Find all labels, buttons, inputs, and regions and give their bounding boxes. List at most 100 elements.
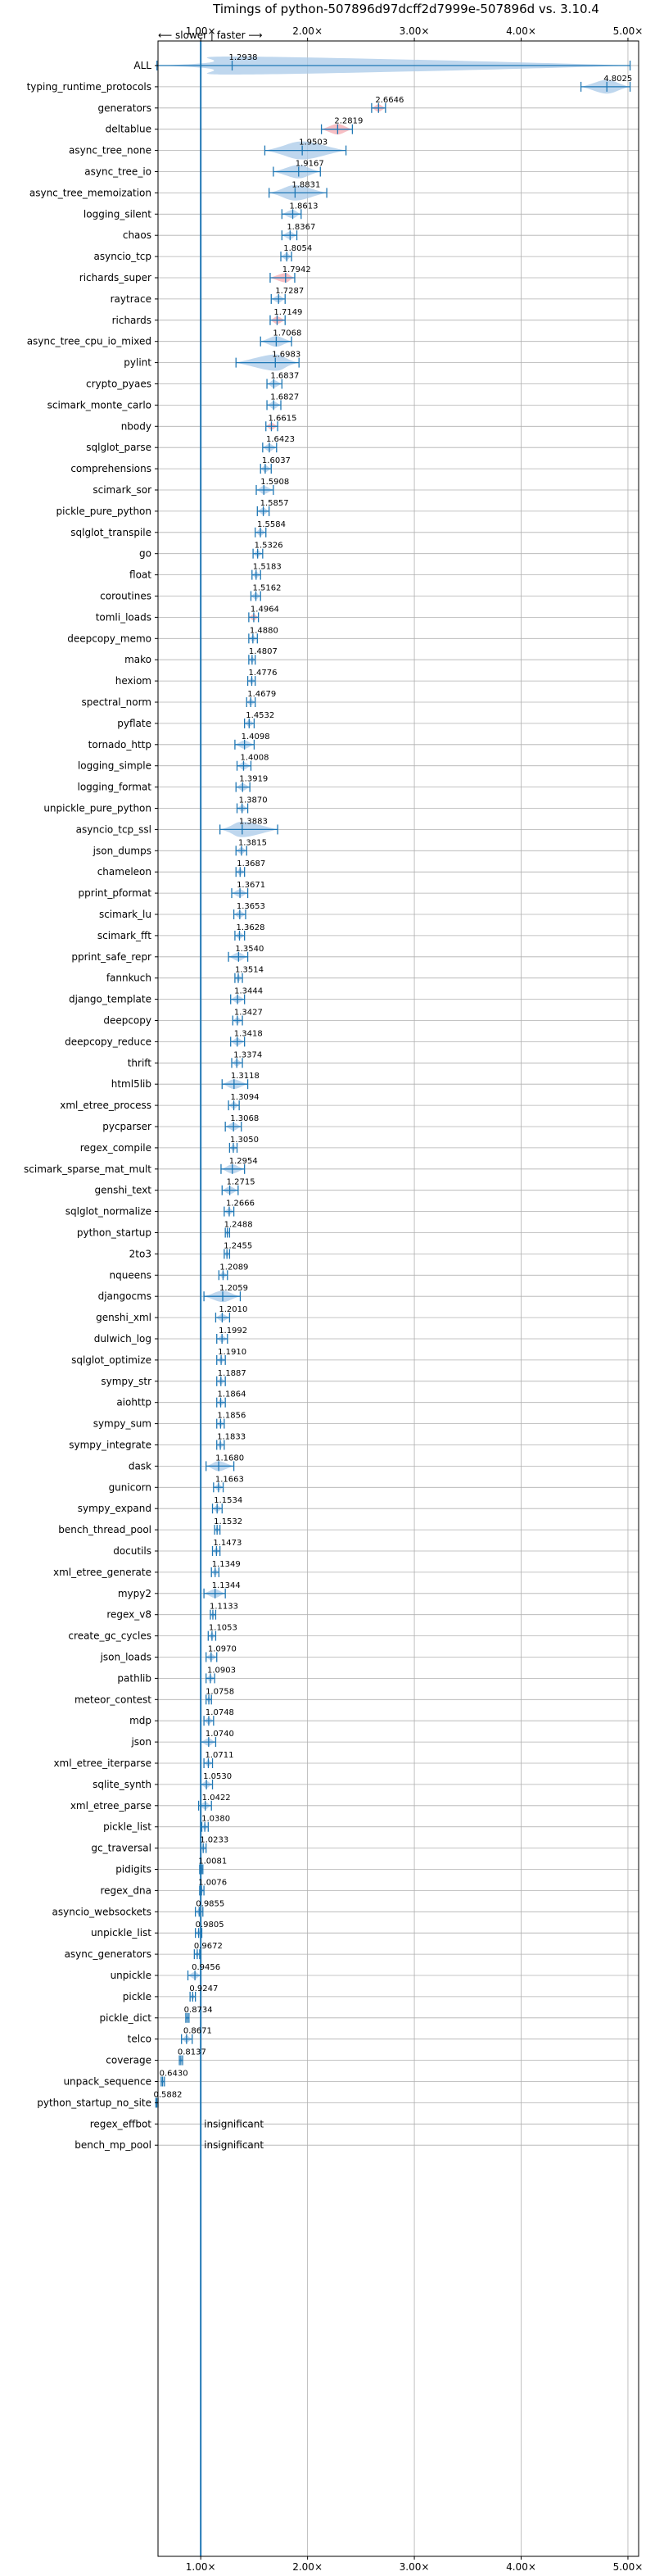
direction-label: ⟵ slower | faster ⟶ — [158, 29, 263, 41]
chart-title: Timings of python-507896d97dcff2d7999e-5… — [212, 2, 599, 16]
y-tick-label: pathlib — [117, 1672, 151, 1684]
y-tick-label: bench_thread_pool — [58, 1524, 151, 1535]
value-label: 1.1910 — [218, 1348, 246, 1357]
value-label: 1.1053 — [209, 1624, 237, 1633]
insignificant-label: insignificant — [204, 2139, 264, 2151]
y-tick-label: django_template — [69, 994, 151, 1005]
value-label: 1.4098 — [242, 732, 270, 742]
value-label: 1.1349 — [212, 1560, 241, 1569]
y-tick-label: bench_mp_pool — [75, 2139, 151, 2151]
y-tick-label: docutils — [113, 1545, 151, 1557]
y-tick-label: tomli_loads — [96, 611, 151, 623]
value-label: 1.4776 — [248, 669, 277, 678]
y-tick-label: scimark_fft — [97, 930, 151, 941]
y-tick-label: sqlglot_normalize — [66, 1206, 151, 1218]
y-tick-label: pprint_pformat — [79, 887, 152, 899]
value-label: 1.0380 — [201, 1815, 230, 1824]
value-label: 1.4532 — [246, 711, 274, 720]
value-label: 1.3628 — [237, 923, 265, 932]
y-tick-label: async_tree_memoization — [29, 187, 151, 198]
value-label: 1.1887 — [218, 1369, 246, 1378]
value-label: 1.3427 — [234, 1009, 263, 1018]
value-label: 1.3118 — [231, 1072, 260, 1081]
value-label: 0.6430 — [160, 2070, 188, 2079]
y-tick-label: python_startup_no_site — [37, 2097, 151, 2108]
y-tick-label: comprehensions — [70, 463, 151, 474]
y-tick-label: sympy_expand — [78, 1503, 151, 1514]
value-label: 1.1663 — [215, 1475, 244, 1484]
value-label: 1.2954 — [229, 1157, 258, 1166]
y-tick-label: nbody — [121, 420, 151, 432]
value-label: 1.4807 — [249, 647, 278, 656]
y-tick-label: scimark_sor — [93, 484, 151, 496]
y-tick-label: sqlite_synth — [93, 1779, 151, 1790]
value-label: 0.8671 — [183, 2027, 212, 2036]
y-tick-label: xml_etree_generate — [53, 1567, 151, 1578]
value-label: 2.6646 — [375, 96, 404, 105]
y-tick-label: richards — [112, 315, 151, 326]
value-label: 1.4964 — [251, 605, 279, 614]
value-label: 1.3418 — [234, 1029, 263, 1038]
y-tick-label: unpack_sequence — [63, 2076, 151, 2088]
value-label: 1.0711 — [205, 1751, 233, 1760]
y-tick-label: pidigits — [115, 1864, 151, 1875]
y-tick-label: logging_format — [77, 782, 151, 793]
value-label: 1.5908 — [260, 478, 289, 487]
value-label: 1.8367 — [287, 223, 315, 232]
y-tick-label: nqueens — [110, 1269, 151, 1281]
x-tick-label-bottom: 4.00× — [506, 2561, 536, 2573]
value-label: 0.5882 — [153, 2090, 182, 2099]
y-tick-label: crypto_pyaes — [86, 379, 151, 390]
y-tick-label: sympy_str — [101, 1376, 151, 1387]
y-tick-label: mdp — [129, 1715, 151, 1726]
value-label: 1.0903 — [207, 1666, 236, 1675]
value-label: 1.1534 — [214, 1496, 242, 1505]
y-tick-label: regex_dna — [100, 1884, 151, 1896]
y-tick-label: sqlglot_optimize — [71, 1354, 151, 1366]
axis-layer: 1.00× 1.00× 2.00× 2.00× 3.00× 3.00× 4.00× 4.00×… — [24, 25, 643, 2573]
y-tick-label: logging_silent — [84, 208, 151, 220]
y-tick-label: asyncio_tcp — [93, 251, 151, 262]
y-tick-label: xml_etree_parse — [70, 1800, 151, 1812]
value-label: 1.0758 — [206, 1687, 234, 1696]
value-label: 1.1680 — [215, 1454, 244, 1463]
y-tick-label: pickle_pure_python — [56, 506, 151, 517]
value-label: 1.3870 — [239, 796, 268, 805]
y-tick-label: html5lib — [111, 1078, 151, 1090]
value-label: 1.2715 — [227, 1178, 255, 1187]
y-tick-label: json_loads — [100, 1652, 151, 1663]
y-tick-label: unpickle_pure_python — [43, 803, 151, 814]
label-layer: 1.2938 4.8025 2.6646 2.2819 1.9503 1.9167 1.88… — [153, 53, 632, 2151]
value-label: 1.3919 — [239, 775, 268, 784]
value-label: 1.3050 — [230, 1136, 259, 1145]
y-tick-label: async_generators — [65, 1948, 151, 1960]
y-tick-label: generators — [97, 102, 151, 114]
y-tick-label: genshi_text — [95, 1185, 152, 1196]
value-label: 1.2666 — [226, 1200, 255, 1209]
violin-layer — [155, 41, 631, 2556]
plot-frame — [157, 40, 639, 2557]
y-tick-label: go — [139, 548, 151, 560]
value-label: 1.1133 — [210, 1603, 238, 1612]
value-label: 1.1344 — [212, 1581, 241, 1590]
value-label: 1.6423 — [266, 435, 295, 444]
y-tick-label: hexiom — [115, 675, 151, 687]
x-tick-label-top: 4.00× — [506, 25, 536, 37]
y-tick-label: gc_traversal — [91, 1843, 151, 1854]
value-label: 0.9247 — [189, 1984, 218, 1993]
y-tick-label: async_tree_none — [69, 145, 151, 156]
y-tick-label: richards_super — [79, 272, 151, 283]
y-tick-label: async_tree_io — [84, 166, 151, 178]
y-tick-label: scimark_lu — [99, 909, 151, 920]
x-tick-label-bottom: 2.00× — [292, 2561, 323, 2573]
value-label: 1.1473 — [213, 1539, 242, 1548]
y-tick-label: python_startup — [77, 1227, 151, 1239]
value-label: 1.7942 — [282, 265, 311, 274]
value-label: 1.5162 — [253, 584, 282, 593]
y-tick-label: dulwich_log — [94, 1333, 151, 1345]
y-tick-label: create_gc_cycles — [68, 1630, 151, 1642]
value-label: 1.0970 — [208, 1645, 237, 1654]
y-tick-label: unpickle — [111, 1970, 151, 1981]
y-tick-label: async_tree_cpu_io_mixed — [27, 336, 151, 347]
